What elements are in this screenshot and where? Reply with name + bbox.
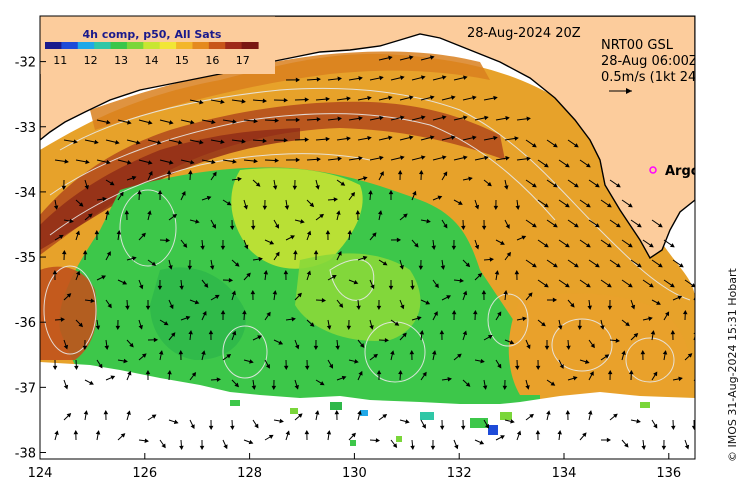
colorbar-segment <box>143 42 160 49</box>
colorbar-segment <box>160 42 177 49</box>
y-tick-label: -33 <box>15 121 36 136</box>
x-tick-label: 124 <box>28 466 53 481</box>
x-tick-label: 130 <box>342 466 367 481</box>
y-tick-label: -34 <box>15 186 36 201</box>
y-tick-label: -35 <box>15 251 36 266</box>
x-tick-label: 136 <box>656 466 681 481</box>
colorbar-segment <box>176 42 193 49</box>
colorbar-strip <box>45 42 259 49</box>
timestamp: 28-Aug-2024 20Z <box>467 26 581 41</box>
colorbar-segment <box>94 42 111 49</box>
colorbar-tick-label: 17 <box>236 54 250 67</box>
colorbar-segment <box>127 42 144 49</box>
colorbar-segment <box>78 42 95 49</box>
colorbar-segment <box>192 42 209 49</box>
colorbar-segment <box>225 42 242 49</box>
current-info-line2: 28-Aug 06:00Z <box>601 54 698 69</box>
current-info-line1: NRT00 GSL <box>601 38 674 53</box>
colorbar-segment <box>209 42 226 49</box>
y-tick-label: -32 <box>15 56 36 71</box>
current-vector-head <box>695 292 698 295</box>
y-tick-label: -38 <box>15 446 36 461</box>
colorbar-tick-label: 16 <box>205 54 219 67</box>
colorbar-tick-label: 12 <box>84 54 98 67</box>
colorbar-segment <box>45 42 62 49</box>
current-vector-head <box>698 383 701 386</box>
x-tick-label: 134 <box>552 466 577 481</box>
colorbar-tick-label: 15 <box>175 54 189 67</box>
credit-text: © IMOS 31-Aug-2024 15:31 Hobart <box>726 268 739 462</box>
y-tick-label: -37 <box>15 381 36 396</box>
colorbar-segment <box>242 42 259 49</box>
colorbar: 4h comp, p50, All Sats 11 12 13 14 15 16 17 <box>40 16 275 74</box>
colorbar-tick-label: 13 <box>114 54 128 67</box>
x-tick-label: 132 <box>447 466 472 481</box>
colorbar-tick-label: 14 <box>145 54 159 67</box>
current-info-line3: 0.5m/s (1kt 24h) <box>601 70 710 85</box>
product-title: 4h comp, p50, All Sats <box>83 28 222 41</box>
x-tick-label: 128 <box>237 466 262 481</box>
x-tick-label: 126 <box>132 466 157 481</box>
colorbar-segment <box>111 42 128 49</box>
colorbar-tick-label: 11 <box>53 54 67 67</box>
colorbar-segment <box>61 42 78 49</box>
y-tick-label: -36 <box>15 316 36 331</box>
